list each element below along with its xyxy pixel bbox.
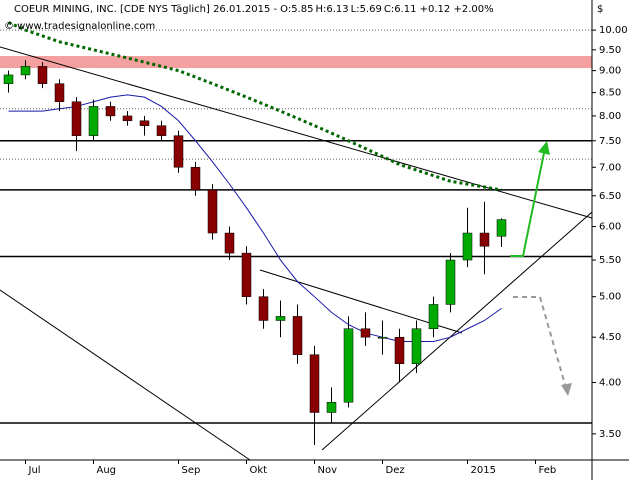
moving-average xyxy=(7,21,502,192)
candle-body xyxy=(71,101,82,136)
y-tick-label: 10.00 xyxy=(599,25,628,36)
down-arrow-head xyxy=(561,383,572,396)
candle-body xyxy=(3,74,14,84)
x-tick-label: Nov xyxy=(318,465,338,476)
watermark: © www.tradesignalonline.com xyxy=(4,21,155,32)
candle-body xyxy=(139,120,150,126)
candle-body xyxy=(360,328,371,338)
quote-part: L:5.69 xyxy=(351,4,382,15)
y-tick-label: 5.50 xyxy=(599,255,621,266)
x-tick-label: Jul xyxy=(28,465,41,476)
x-tick-label: 2015 xyxy=(471,465,496,476)
quote-part: O:5.85 xyxy=(280,4,313,15)
trend-line xyxy=(259,269,463,334)
x-tick-label: Aug xyxy=(97,465,117,476)
candle-body xyxy=(207,189,218,234)
candle-body xyxy=(343,328,354,403)
y-tick-label: 7.50 xyxy=(599,136,621,147)
y-tick-label: 8.50 xyxy=(599,88,621,99)
candle-body xyxy=(54,83,65,103)
candle-body xyxy=(411,328,422,364)
candle-body xyxy=(394,336,405,364)
candle-body xyxy=(122,115,133,122)
y-tick-label: 9.00 xyxy=(599,66,621,77)
candle-body xyxy=(275,316,286,321)
candle-body xyxy=(326,401,337,413)
y-tick-label: 4.50 xyxy=(599,332,621,343)
candle-body xyxy=(428,304,439,330)
candle-body xyxy=(37,66,48,84)
trend-line xyxy=(0,289,251,461)
candle-body xyxy=(224,232,235,254)
y-tick-label: 5.00 xyxy=(599,292,621,303)
candle-body xyxy=(377,336,388,339)
resistance-band xyxy=(0,55,592,69)
candle-body xyxy=(258,296,269,321)
candle-body xyxy=(292,316,303,355)
up-arrow xyxy=(510,147,546,257)
currency: $ xyxy=(597,4,603,15)
candle-body xyxy=(479,232,490,247)
quote-part: H:6.13 xyxy=(315,4,348,15)
y-tick-label: 6.00 xyxy=(599,222,621,233)
chart-title: COEUR MINING, INC. [CDE NYS Täglich] 26.… xyxy=(14,4,278,15)
candle-body xyxy=(241,252,252,297)
candle-body xyxy=(309,354,320,413)
x-tick-label: Sep xyxy=(182,465,201,476)
candle-body xyxy=(462,232,473,261)
candle-body xyxy=(88,106,99,136)
trend-line xyxy=(0,46,593,219)
y-tick-label: 7.00 xyxy=(599,162,621,173)
candle-body xyxy=(496,219,507,237)
x-tick-label: Feb xyxy=(539,465,557,476)
up-arrow-head xyxy=(538,141,550,155)
candle-body xyxy=(105,106,116,117)
y-tick-label: 3.50 xyxy=(599,429,621,440)
candle-body xyxy=(445,259,456,305)
candle-body xyxy=(190,167,201,191)
candle-body xyxy=(20,66,31,76)
y-tick-label: 8.00 xyxy=(599,111,621,122)
x-tick-label: Dez xyxy=(386,465,405,476)
candle-body xyxy=(156,125,167,136)
x-tick-label: Okt xyxy=(250,465,268,476)
down-arrow xyxy=(513,296,567,389)
y-tick-label: 4.00 xyxy=(599,378,621,389)
y-tick-label: 6.50 xyxy=(599,191,621,202)
candle-body xyxy=(173,135,184,168)
quote-part: C:6.11 +0.12 +2.00% xyxy=(384,4,494,15)
y-tick-label: 9.50 xyxy=(599,45,621,56)
